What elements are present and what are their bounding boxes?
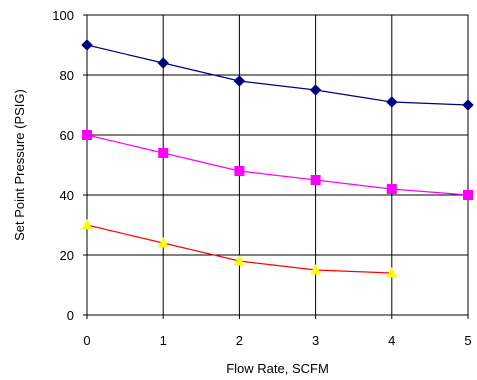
series-2-line xyxy=(86,134,469,196)
series-3-point xyxy=(157,237,169,248)
y-tick-label: 40 xyxy=(60,188,74,203)
y-tick-label: 80 xyxy=(60,68,74,83)
x-tick-label: 3 xyxy=(312,333,319,348)
x-tick-label: 0 xyxy=(83,333,90,348)
plot-area-frame xyxy=(86,14,469,316)
series-2-point xyxy=(386,184,397,194)
series-3-point xyxy=(81,219,93,230)
y-tick-label: 20 xyxy=(60,248,74,263)
x-tick-label: 5 xyxy=(464,333,471,348)
x-tick-label: 2 xyxy=(236,333,243,348)
y-tick-label: 0 xyxy=(67,308,74,323)
x-tick-label: 4 xyxy=(388,333,395,348)
grid-lines xyxy=(87,15,468,315)
series-2-point xyxy=(463,190,473,200)
series-1-point xyxy=(386,96,398,108)
series-1-point xyxy=(157,57,169,69)
series-3 xyxy=(81,219,398,278)
series-layer xyxy=(81,39,474,278)
series-3-point xyxy=(310,264,322,275)
series-1-point xyxy=(309,84,322,96)
series-2-point xyxy=(158,148,169,158)
axis-ticks: 0 1 2 3 4 5 0 20 40 60 80 100 xyxy=(52,8,471,348)
series-2 xyxy=(82,130,473,200)
series-1-point xyxy=(233,75,246,87)
series-2-point xyxy=(82,130,92,140)
series-2-point xyxy=(234,166,245,176)
x-axis-title: Flow Rate, SCFM xyxy=(226,361,329,376)
series-1-line xyxy=(86,44,469,106)
y-axis-title: Set Point Pressure (PSIG) xyxy=(12,89,27,241)
series-1-point xyxy=(462,99,474,111)
series-1 xyxy=(81,39,474,111)
series-3-point xyxy=(233,255,245,266)
y-tick-label: 100 xyxy=(52,8,74,23)
y-tick-label: 60 xyxy=(60,128,74,143)
series-2-point xyxy=(310,175,321,185)
x-tick-label: 1 xyxy=(160,333,167,348)
series-3-point xyxy=(386,267,398,278)
series-1-point xyxy=(81,39,93,51)
